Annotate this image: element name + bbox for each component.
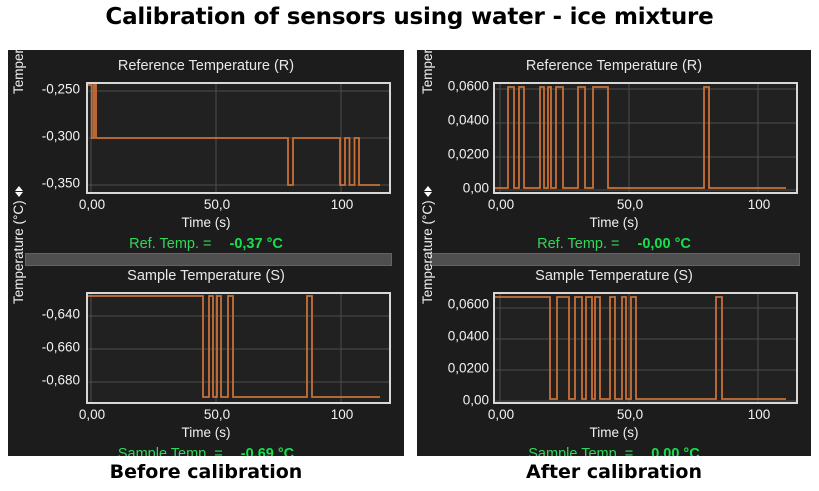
x-tick-label: 50,0 [203, 197, 231, 212]
x-tick-label: 50,0 [616, 407, 644, 422]
y-axis-label: Temperature (°C) [10, 50, 28, 94]
readout-label: Ref. Temp. = [129, 236, 212, 252]
x-tick-label: 100 [330, 407, 354, 422]
plot-svg [88, 84, 389, 192]
chevron-left-right-icon[interactable] [15, 186, 23, 198]
y-axis-label-text: Temperature (°C) [420, 200, 436, 304]
data-line-after-sample [495, 296, 786, 400]
x-axis-label: Time (s) [181, 425, 231, 440]
y-tick-label: 0,0200 [447, 146, 489, 162]
x-tick-label: 100 [330, 197, 354, 212]
readout-label: Sample Temp. = [528, 446, 634, 456]
x-axis-label: Time (s) [589, 215, 639, 230]
plot-area-after-sample[interactable] [493, 292, 798, 404]
graph-title: Reference Temperature (R) [525, 58, 703, 74]
x-tick-label: 50,0 [616, 197, 644, 212]
data-line-after-reference [495, 86, 786, 189]
x-axis-label: Time (s) [589, 425, 639, 440]
graph-title: Sample Temperature (S) [127, 268, 285, 284]
plot-area-before-sample[interactable] [86, 292, 391, 404]
chevron-left-right-icon[interactable] [424, 186, 432, 198]
y-axis-label-text: Temperature (°C) [420, 50, 435, 94]
x-tick-label: 0,00 [78, 197, 106, 212]
plot-svg [495, 84, 796, 192]
x-tick-label: 50,0 [203, 407, 231, 422]
graph-title: Sample Temperature (S) [535, 268, 693, 284]
y-tick-label: -0,350 [41, 175, 80, 191]
readout-ref-temp: Ref. Temp. = -0,37 °C [8, 236, 404, 252]
readout-value: -0,00 °C [637, 236, 691, 252]
graph-before-reference: Reference Temperature (R) Temperature (°… [8, 50, 404, 252]
graph-after-sample: Sample Temperature (S) Temperature (°C) … [417, 186, 811, 456]
horizontal-scrollbar[interactable] [25, 253, 392, 266]
y-tick-label: 0,0400 [447, 328, 489, 344]
plot-area-before-reference[interactable] [86, 82, 391, 194]
y-tick-label: -0,660 [41, 339, 80, 355]
y-tick-label: 0,0400 [447, 112, 489, 128]
y-tick-label: 0,0600 [447, 296, 489, 312]
readout-label: Sample Temp. = [117, 446, 223, 456]
gridlines [88, 294, 389, 402]
x-axis-label: Time (s) [181, 215, 231, 230]
caption-before-calibration: Before calibration [109, 461, 303, 483]
horizontal-scrollbar[interactable] [430, 253, 800, 266]
readout-value: -0,37 °C [229, 236, 283, 252]
y-tick-label: -0,680 [41, 372, 80, 388]
x-tick-label: 100 [747, 407, 771, 422]
data-line-before-reference [88, 84, 380, 186]
panel-before-calibration: Reference Temperature (R) Temperature (°… [8, 50, 404, 456]
y-tick-label: 0,00 [462, 392, 489, 408]
readout-sample-temp: Sample Temp. = 0,00 °C [417, 446, 811, 456]
y-tick-label: -0,300 [41, 128, 80, 144]
y-axis-label-text: Temperature (°C) [11, 200, 27, 304]
y-tick-label: -0,250 [41, 81, 80, 97]
data-line-before-sample [88, 295, 380, 398]
x-tick-label: 0,00 [487, 197, 515, 212]
gridlines [495, 84, 796, 192]
readout-sample-temp: Sample Temp. = -0,69 °C [8, 446, 404, 456]
graph-title: Reference Temperature (R) [117, 58, 295, 74]
y-tick-label: -0,640 [41, 306, 80, 322]
graph-before-sample: Sample Temperature (S) Temperature (°C) … [8, 186, 404, 456]
y-axis-label: Temperature (°C) [419, 164, 437, 304]
plot-svg [88, 294, 389, 402]
page-title: Calibration of sensors using water - ice… [105, 4, 714, 30]
graph-after-reference: Reference Temperature (R) Temperature (°… [417, 50, 811, 252]
x-tick-label: 0,00 [487, 407, 515, 422]
panel-after-calibration: Reference Temperature (R) Temperature (°… [417, 50, 811, 456]
y-tick-label: 0,00 [462, 180, 489, 196]
plot-svg [495, 294, 796, 402]
x-tick-label: 100 [747, 197, 771, 212]
y-axis-label: Temperature (°C) [419, 50, 437, 94]
plot-area-after-reference[interactable] [493, 82, 798, 194]
y-axis-label: Temperature (°C) [10, 164, 28, 304]
readout-value: 0,00 °C [651, 446, 700, 456]
y-axis-label-text: Temperature (°C) [11, 50, 26, 94]
x-tick-label: 0,00 [78, 407, 106, 422]
readout-value: -0,69 °C [240, 446, 295, 456]
readout-label: Ref. Temp. = [537, 236, 620, 252]
readout-ref-temp: Ref. Temp. = -0,00 °C [417, 236, 811, 252]
y-tick-label: 0,0600 [447, 78, 489, 94]
y-tick-label: 0,0200 [447, 360, 489, 376]
gridlines [495, 294, 796, 402]
caption-after-calibration: After calibration [525, 461, 702, 483]
